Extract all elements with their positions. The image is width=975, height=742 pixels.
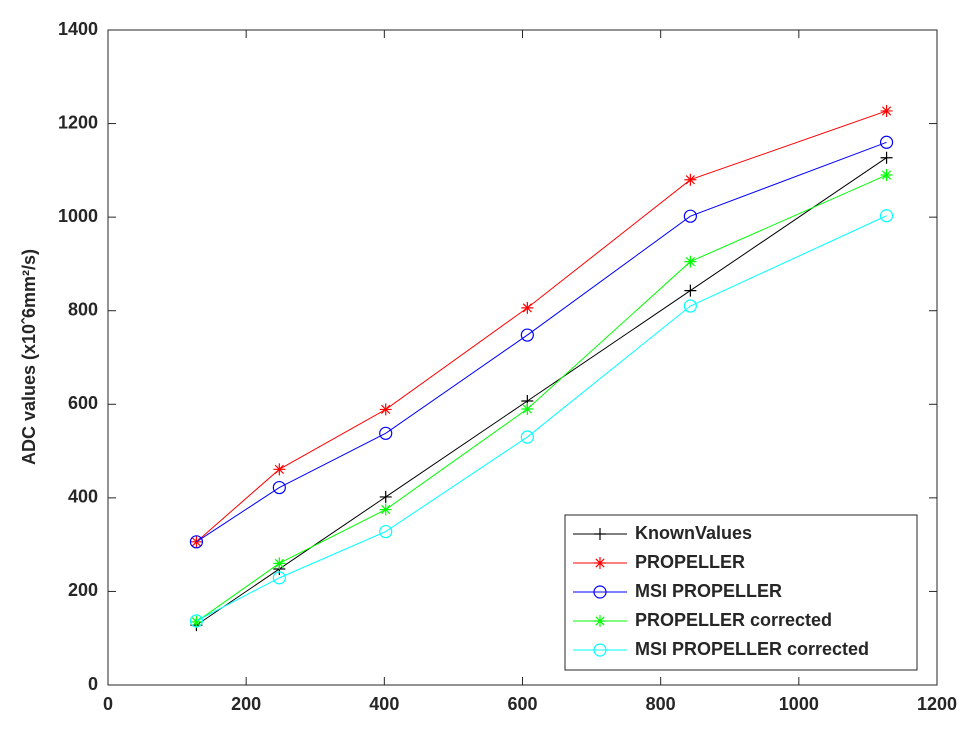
y-tick-label: 1400 bbox=[58, 19, 98, 39]
x-tick-label: 1000 bbox=[779, 694, 819, 714]
data-point bbox=[272, 480, 286, 495]
series-line bbox=[196, 141, 887, 543]
data-point bbox=[189, 614, 204, 628]
legend-marker bbox=[593, 585, 607, 599]
data-point bbox=[683, 299, 697, 313]
x-tick-label: 1200 bbox=[917, 694, 957, 714]
y-tick-label: 800 bbox=[68, 299, 98, 319]
y-tick-label: 0 bbox=[88, 674, 98, 694]
x-tick-label: 0 bbox=[103, 694, 113, 714]
x-tick-label: 200 bbox=[231, 694, 261, 714]
data-point bbox=[379, 524, 393, 539]
data-point bbox=[879, 135, 894, 149]
data-point bbox=[684, 284, 697, 297]
series-line bbox=[196, 157, 887, 626]
y-tick-label: 1000 bbox=[58, 206, 98, 226]
y-axis-label: ADC values (x10ˆ6mm²/s) bbox=[19, 249, 39, 465]
data-point bbox=[272, 571, 286, 585]
legend-marker bbox=[593, 643, 607, 657]
data-point bbox=[683, 209, 697, 223]
legend-marker bbox=[594, 528, 606, 540]
series-line bbox=[196, 110, 887, 543]
data-point bbox=[379, 426, 393, 440]
y-tick-label: 400 bbox=[68, 487, 98, 507]
series-line bbox=[196, 215, 887, 622]
legend-marker bbox=[594, 557, 606, 569]
data-point bbox=[273, 463, 286, 476]
legend-label: PROPELLER bbox=[635, 552, 745, 572]
legend-label: MSI PROPELLER corrected bbox=[635, 639, 869, 659]
legend-label: MSI PROPELLER bbox=[635, 581, 782, 601]
data-point bbox=[880, 104, 893, 117]
data-point bbox=[684, 173, 697, 186]
legend-marker bbox=[594, 615, 606, 627]
data-point bbox=[521, 402, 534, 415]
legend-label: KnownValues bbox=[635, 523, 752, 543]
data-point bbox=[520, 430, 534, 444]
data-point bbox=[880, 151, 893, 164]
data-point bbox=[379, 490, 392, 503]
y-tick-label: 200 bbox=[68, 580, 98, 600]
x-tick-label: 400 bbox=[369, 694, 399, 714]
data-point bbox=[879, 209, 894, 223]
data-point bbox=[189, 535, 204, 549]
data-point bbox=[880, 169, 893, 182]
legend-label: PROPELLER corrected bbox=[635, 610, 832, 630]
data-point bbox=[379, 503, 392, 516]
data-point bbox=[273, 557, 286, 570]
y-tick-label: 600 bbox=[68, 393, 98, 413]
series-line bbox=[196, 174, 887, 623]
data-point bbox=[521, 301, 534, 314]
x-tick-label: 800 bbox=[646, 694, 676, 714]
data-point bbox=[520, 328, 534, 342]
data-point bbox=[684, 255, 697, 268]
data-point bbox=[379, 403, 392, 416]
y-tick-label: 1200 bbox=[58, 112, 98, 132]
x-tick-label: 600 bbox=[507, 694, 537, 714]
data-point bbox=[190, 615, 203, 628]
